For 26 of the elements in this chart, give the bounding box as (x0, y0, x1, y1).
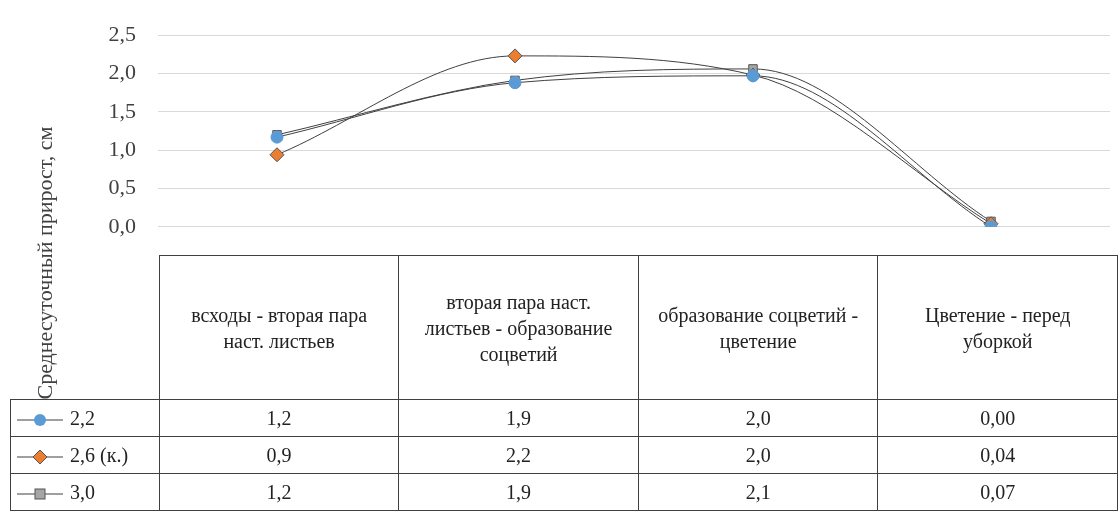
data-label: 1,2 (159, 473, 399, 511)
y-axis-title: Среднесуточный прирост, см (32, 126, 58, 400)
data-label: 2,1 (638, 473, 878, 511)
y-tick-label: 0,0 (108, 212, 136, 238)
data-label: 2,0 (638, 399, 878, 437)
y-tick-label: 2,5 (108, 20, 136, 46)
data-label: 0,07 (877, 473, 1118, 511)
data-label: 0,00 (877, 399, 1118, 437)
y-tick-label: 1,5 (108, 97, 136, 123)
y-tick-label: 0,5 (108, 174, 136, 200)
legend-label: 3,0 (69, 480, 95, 503)
data-label: 0,9 (159, 436, 399, 474)
x-tick-label: Цветение - перед уборкой (877, 255, 1118, 400)
legend-label: 2,6 (к.) (69, 443, 129, 466)
data-label: 1,2 (159, 399, 399, 437)
x-tick-label: всходы - вторая пара наст. листьев (159, 255, 399, 400)
x-tick-label: образование соцветий - цветение (638, 255, 878, 400)
legend-label: 2,2 (69, 406, 95, 429)
data-label: 0,04 (877, 436, 1118, 474)
data-label: 1,9 (398, 473, 639, 511)
data-label: 2,0 (638, 436, 878, 474)
data-label: 2,2 (398, 436, 639, 474)
x-tick-label: вторая пара наст. листьев - образование соцветий (398, 255, 639, 400)
data-label: 1,9 (398, 399, 639, 437)
y-tick-label: 1,0 (108, 135, 136, 161)
y-tick-label: 2,0 (108, 59, 136, 85)
